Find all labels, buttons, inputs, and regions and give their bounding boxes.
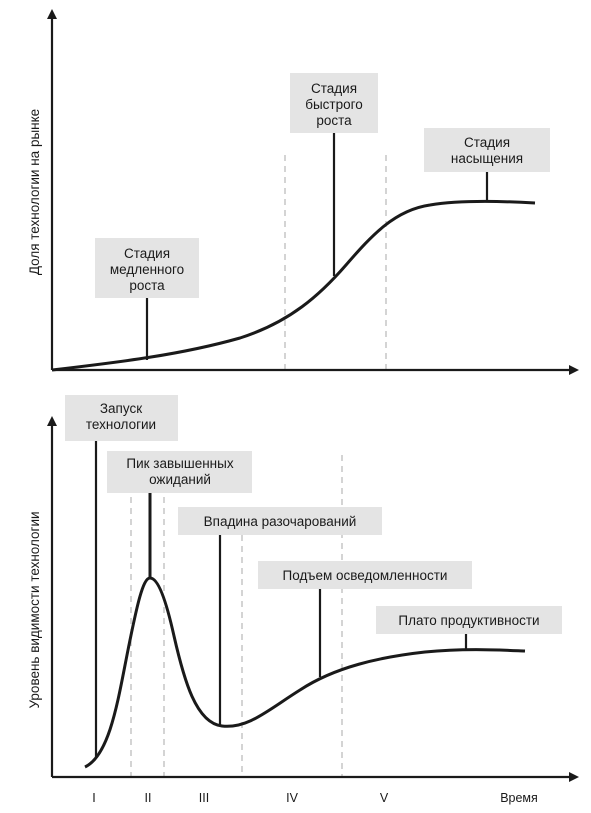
svg-text:быстрого: быстрого [305, 97, 363, 112]
trough-label: Впадина разочарований [178, 507, 382, 535]
launch-label: Запуск технологии [65, 395, 178, 441]
svg-text:роста: роста [316, 113, 352, 128]
top-y-axis-title: Доля технологии на рынке [27, 109, 42, 275]
stage-label-2: II [145, 791, 152, 805]
slow-growth-label: Стадия медленного роста [95, 238, 199, 298]
svg-text:Стадия: Стадия [124, 246, 170, 261]
stage-label-3: III [199, 791, 209, 805]
adoption-s-curve [51, 199, 536, 372]
svg-text:Плато продуктивности: Плато продуктивности [398, 613, 539, 628]
svg-text:насыщения: насыщения [451, 151, 523, 166]
svg-text:Стадия: Стадия [464, 135, 510, 150]
svg-text:технологии: технологии [86, 417, 156, 432]
svg-text:Пик завышенных: Пик завышенных [126, 456, 233, 471]
bottom-chart: Запуск технологии Пик завышенных ожидани… [27, 395, 579, 805]
top-chart: Стадия медленного роста Стадия быстрого … [27, 9, 579, 375]
saturation-label: Стадия насыщения [424, 128, 550, 172]
hype-cycle-curve [84, 576, 526, 769]
svg-text:Подъем осведомленности: Подъем осведомленности [283, 568, 448, 583]
plateau-label: Плато продуктивности [376, 606, 562, 634]
svg-text:медленного: медленного [110, 262, 184, 277]
stage-label-5: V [380, 791, 389, 805]
svg-text:роста: роста [129, 278, 165, 293]
bottom-y-axis-title: Уровень видимости технологии [27, 511, 42, 708]
svg-text:Впадина разочарований: Впадина разочарований [204, 514, 357, 529]
svg-text:ожиданий: ожиданий [149, 472, 211, 487]
svg-text:Стадия: Стадия [311, 81, 357, 96]
stage-label-1: I [92, 791, 95, 805]
peak-label: Пик завышенных ожиданий [107, 451, 252, 493]
svg-text:Запуск: Запуск [100, 401, 142, 416]
stage-label-4: IV [286, 791, 298, 805]
bottom-x-axis-title: Время [500, 791, 538, 805]
fast-growth-label: Стадия быстрого роста [290, 73, 378, 133]
slope-label: Подъем осведомленности [258, 561, 472, 589]
